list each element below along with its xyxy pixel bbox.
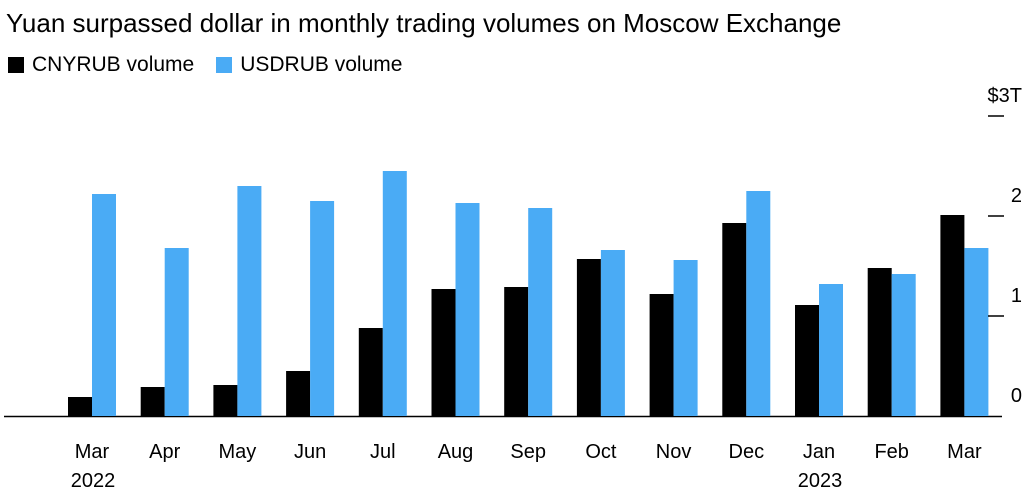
bar-usdrub-8 xyxy=(673,260,698,416)
bar-cnyrub-12 xyxy=(940,215,965,416)
x-tick-label-9: Dec xyxy=(729,441,765,463)
bar-usdrub-12 xyxy=(964,248,989,416)
legend-label-cnyrub: CNYRUB volume xyxy=(32,53,195,76)
x-tick-label-2: May xyxy=(219,441,257,463)
x-tick-label-5: Aug xyxy=(438,441,474,463)
bar-cnyrub-2 xyxy=(213,385,238,416)
x-year-label-10: 2023 xyxy=(798,470,843,492)
x-tick-label-12: Mar xyxy=(947,441,982,463)
x-tick-label-11: Feb xyxy=(874,441,908,463)
bar-cnyrub-10 xyxy=(795,305,819,416)
x-year-label-0: 2022 xyxy=(71,470,116,492)
bar-cnyrub-3 xyxy=(286,371,311,416)
bar-usdrub-9 xyxy=(746,191,771,416)
x-tick-label-10: Jan xyxy=(803,441,835,463)
bar-usdrub-5 xyxy=(455,203,480,416)
chart-title: Yuan surpassed dollar in monthly trading… xyxy=(6,8,842,38)
bar-cnyrub-7 xyxy=(576,259,601,416)
bar-cnyrub-5 xyxy=(431,289,456,416)
bar-usdrub-4 xyxy=(382,171,407,416)
y-tick-label-2: 2 xyxy=(1011,185,1022,207)
bar-usdrub-2 xyxy=(237,186,262,416)
bar-usdrub-10 xyxy=(819,284,843,416)
x-tick-label-3: Jun xyxy=(294,441,326,463)
x-tick-label-7: Oct xyxy=(585,441,617,463)
legend: CNYRUB volume USDRUB volume xyxy=(8,50,424,80)
bar-usdrub-6 xyxy=(528,208,553,416)
legend-label-usdrub: USDRUB volume xyxy=(240,53,403,76)
legend-swatch-cnyrub xyxy=(8,57,24,73)
x-tick-label-1: Apr xyxy=(149,441,180,463)
x-tick-label-8: Nov xyxy=(656,441,692,463)
bar-cnyrub-9 xyxy=(722,223,747,416)
bar-usdrub-3 xyxy=(310,201,335,416)
bar-usdrub-11 xyxy=(891,274,916,416)
bar-usdrub-7 xyxy=(600,250,625,416)
y-tick-label-0: 0 xyxy=(1011,385,1022,407)
bar-cnyrub-4 xyxy=(358,328,383,416)
y-tick-label-3: $3T xyxy=(988,85,1022,107)
x-tick-label-6: Sep xyxy=(510,441,546,463)
bar-cnyrub-1 xyxy=(140,387,165,416)
y-tick-label-1: 1 xyxy=(1011,285,1022,307)
legend-swatch-usdrub xyxy=(216,57,233,73)
bar-cnyrub-6 xyxy=(504,287,529,416)
bar-usdrub-1 xyxy=(164,248,189,416)
legend-item-usdrub: USDRUB volume xyxy=(216,53,402,77)
bar-usdrub-0 xyxy=(92,194,116,416)
bar-cnyrub-11 xyxy=(867,268,892,416)
bar-cnyrub-8 xyxy=(649,294,674,416)
bar-cnyrub-0 xyxy=(68,397,92,416)
x-tick-label-0: Mar xyxy=(75,441,110,463)
legend-item-cnyrub: CNYRUB volume xyxy=(8,53,194,77)
x-tick-label-4: Jul xyxy=(370,441,396,463)
